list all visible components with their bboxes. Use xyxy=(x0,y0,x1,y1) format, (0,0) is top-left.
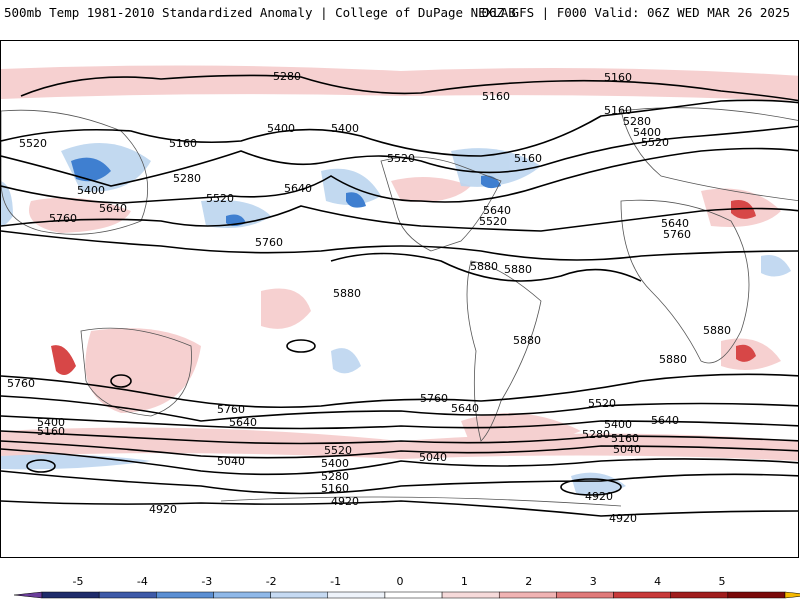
contour-label: 5400 xyxy=(604,418,632,431)
colorbar-swatch xyxy=(441,591,500,599)
contour-label: 5640 xyxy=(483,204,511,217)
colorbar-tick-label: -5 xyxy=(73,575,84,588)
colorbar-tick-label: 2 xyxy=(525,575,532,588)
contour-label: 4920 xyxy=(331,495,359,508)
contour-label: 5160 xyxy=(169,137,197,150)
colorbar-swatch xyxy=(613,591,671,599)
antarctica-outline xyxy=(220,496,622,507)
cool-anomaly-shading xyxy=(1,143,791,495)
contour-label: 5520 xyxy=(324,444,352,457)
colorbar-swatch xyxy=(270,591,329,599)
contour-label: 5520 xyxy=(206,192,234,205)
contour-label: 5760 xyxy=(255,236,283,249)
europe-asia-outline xyxy=(620,107,798,202)
north-america-outline xyxy=(380,156,502,252)
contour-label: 5400 xyxy=(321,457,349,470)
contour-label: 5760 xyxy=(217,403,245,416)
contour-label: 5760 xyxy=(49,212,77,225)
colorbar-swatch xyxy=(498,591,557,599)
model-run-info: 06Z GFS | F000 Valid: 06Z WED MAR 26 202… xyxy=(481,5,790,20)
africa-outline xyxy=(620,199,750,364)
contour-labels: 5280 5160 5160 5160 5520 5400 5400 5520 … xyxy=(7,70,731,525)
colorbar-swatch xyxy=(156,591,214,599)
colorbar-swatch xyxy=(327,591,386,599)
contour-label: 5520 xyxy=(641,136,669,149)
colorbar-tick-label: 1 xyxy=(461,575,468,588)
contour-label: 5160 xyxy=(611,432,639,445)
map-title: 500mb Temp 1981-2010 Standardized Anomal… xyxy=(4,5,516,20)
contour-label: 5640 xyxy=(284,182,312,195)
contour-label: 5400 xyxy=(633,126,661,139)
contour-label: 5520 xyxy=(19,137,47,150)
warm-anomaly-shading xyxy=(1,65,798,461)
colorbar-tick-label: -2 xyxy=(266,575,277,588)
contour-label: 5640 xyxy=(229,416,257,429)
contour-label: 5520 xyxy=(588,397,616,410)
height-contours xyxy=(1,74,798,517)
contour-label: 5880 xyxy=(470,260,498,273)
contour-label: 5160 xyxy=(321,482,349,495)
contour-label: 5400 xyxy=(77,184,105,197)
colorbar-tick-label: 4 xyxy=(654,575,661,588)
contour-label: 5280 xyxy=(321,470,349,483)
colorbar-tick-label: -3 xyxy=(201,575,212,588)
colorbar-tick-label: 0 xyxy=(397,575,404,588)
map-panel: 5280 5160 5160 5160 5520 5400 5400 5520 … xyxy=(0,40,799,558)
contour-label: 5280 xyxy=(173,172,201,185)
contour-label: 5400 xyxy=(267,122,295,135)
colorbar-swatch xyxy=(98,591,157,599)
colorbar-tick-label: 5 xyxy=(719,575,726,588)
contour-label: 5280 xyxy=(273,70,301,83)
contour-label: 4920 xyxy=(585,490,613,503)
colorbar-tick-label: -4 xyxy=(137,575,148,588)
colorbar-swatch xyxy=(213,591,271,599)
colorbar-tick-label: -1 xyxy=(330,575,341,588)
colorbar-swatch xyxy=(670,591,729,599)
contour-label: 5640 xyxy=(99,202,127,215)
contour-label: 5760 xyxy=(7,377,35,390)
colorbar-swatch xyxy=(727,591,786,599)
south-america-outline xyxy=(466,260,542,442)
contour-label: 5160 xyxy=(604,71,632,84)
contour-label: 5280 xyxy=(623,115,651,128)
contour-label: 5160 xyxy=(482,90,510,103)
colorbar-swatch xyxy=(41,591,100,599)
contour-label: 5160 xyxy=(604,104,632,117)
contour-label: 5280 xyxy=(582,428,610,441)
contour-label: 5880 xyxy=(504,263,532,276)
contour-label: 5760 xyxy=(663,228,691,241)
contour-label: 5400 xyxy=(37,416,65,429)
contour-label: 4920 xyxy=(609,512,637,525)
contour-label: 4920 xyxy=(149,503,177,516)
contour-label: 5040 xyxy=(217,455,245,468)
colorbar-swatch xyxy=(556,591,614,599)
contour-label: 5880 xyxy=(333,287,361,300)
colorbar-low-end xyxy=(13,591,43,599)
contour-label: 5880 xyxy=(703,324,731,337)
colorbar-swatches xyxy=(13,591,800,599)
colorbar-tick-label: 3 xyxy=(590,575,597,588)
contour-label: 5040 xyxy=(613,443,641,456)
contour-label: 5400 xyxy=(331,122,359,135)
colorbar-legend: -5 -4 -3 -2 -1 0 1 2 3 4 5 xyxy=(13,575,800,599)
contour-label: 5160 xyxy=(37,425,65,438)
contour-label: 5640 xyxy=(661,217,689,230)
contour-label: 5880 xyxy=(513,334,541,347)
contour-label: 5640 xyxy=(451,402,479,415)
contour-label: 5520 xyxy=(387,152,415,165)
map-canvas: 5280 5160 5160 5160 5520 5400 5400 5520 … xyxy=(1,65,798,525)
contour-label: 5760 xyxy=(420,392,448,405)
colorbar-high-end xyxy=(784,591,800,599)
contour-label: 5520 xyxy=(479,215,507,228)
contour-label: 5160 xyxy=(514,152,542,165)
contour-label: 5880 xyxy=(659,353,687,366)
contour-label: 5640 xyxy=(651,414,679,427)
contour-label: 5040 xyxy=(419,451,447,464)
colorbar-swatch xyxy=(384,591,443,599)
colorbar-tick-labels: -5 -4 -3 -2 -1 0 1 2 3 4 5 xyxy=(73,575,726,588)
australia-outline xyxy=(80,327,192,417)
